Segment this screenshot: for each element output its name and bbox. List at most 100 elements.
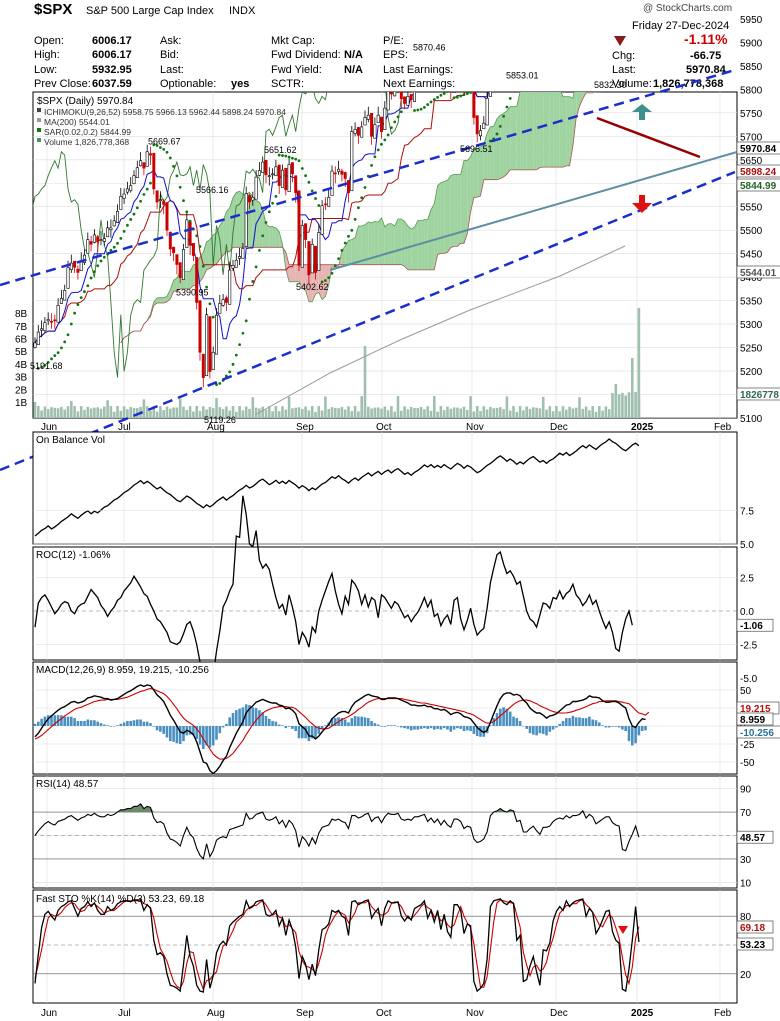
roc-tick-label: 2.5 bbox=[740, 574, 754, 585]
volume-tick-label: 8B bbox=[15, 309, 28, 320]
macd-histogram-bar bbox=[274, 721, 278, 726]
price-tick-label: 5450 bbox=[740, 250, 763, 261]
volume-bar bbox=[268, 406, 271, 418]
ichimoku-cloud-segment bbox=[642, 45, 645, 62]
ichimoku-cloud-segment bbox=[470, 148, 474, 212]
macd-histogram-bar bbox=[50, 715, 53, 726]
volume-bar bbox=[522, 410, 525, 418]
symbol[interactable]: $SPX bbox=[34, 1, 73, 18]
macd-signal-line bbox=[34, 688, 650, 760]
macd-histogram-bar bbox=[221, 726, 225, 728]
price-annotation-label: 5191.68 bbox=[30, 361, 63, 371]
sar-dot bbox=[578, 41, 581, 44]
volume-tick-label: 2B bbox=[15, 385, 28, 396]
kijun-line bbox=[34, 92, 489, 344]
macd-histogram-bar bbox=[627, 726, 631, 742]
sar-dot bbox=[307, 180, 311, 184]
volume-bar bbox=[215, 397, 218, 418]
candle-body bbox=[482, 122, 486, 130]
optionable-value: yes bbox=[231, 78, 250, 90]
candle-body bbox=[366, 114, 370, 120]
macd-histogram-bar bbox=[112, 726, 116, 727]
candle-body bbox=[313, 245, 317, 273]
sar-dot bbox=[479, 55, 482, 58]
sar-dot bbox=[568, 56, 571, 59]
ichimoku-cloud-segment bbox=[606, 35, 609, 64]
ichimoku-cloud-segment bbox=[636, 49, 639, 62]
macd-histogram-bar bbox=[370, 720, 373, 726]
ichimoku-cloud-segment bbox=[444, 180, 448, 254]
macd-histogram-bar bbox=[634, 726, 637, 744]
sar-dot bbox=[258, 248, 261, 252]
candle-body bbox=[46, 319, 50, 322]
candle-body bbox=[452, 92, 456, 93]
macd-histogram-bar bbox=[568, 718, 571, 726]
sar-dot bbox=[363, 186, 367, 189]
candle-body bbox=[304, 223, 308, 240]
ichimoku-cloud-segment bbox=[553, 92, 557, 168]
sar-dot bbox=[555, 67, 558, 70]
macd-histogram-bar bbox=[301, 726, 304, 739]
macd-histogram-bar bbox=[126, 720, 129, 726]
volume-bar bbox=[192, 411, 195, 418]
rsi-value-tag-box bbox=[736, 830, 774, 844]
candle-body bbox=[132, 175, 136, 185]
volume-bar bbox=[406, 409, 410, 418]
price-tick-label: 5200 bbox=[740, 367, 763, 378]
ichimoku-cloud-segment bbox=[649, 38, 652, 62]
ichimoku-cloud-segment bbox=[391, 223, 395, 265]
high-value: 6006.17 bbox=[92, 49, 132, 61]
macd-histogram-bar bbox=[202, 726, 205, 750]
macd-histogram-bar bbox=[373, 723, 377, 726]
ichimoku-cloud-segment bbox=[167, 289, 171, 302]
open-value: 6006.17 bbox=[92, 35, 132, 47]
copyright[interactable]: @ StockCharts.com bbox=[643, 3, 733, 14]
candle-body bbox=[488, 92, 492, 97]
sar-dot bbox=[304, 174, 307, 178]
macd-histogram-bar bbox=[83, 720, 86, 726]
sar-dot bbox=[575, 47, 578, 50]
macd-histogram-bar bbox=[452, 726, 456, 730]
ichimoku-cloud-segment bbox=[721, 7, 724, 45]
volume-bar bbox=[314, 411, 317, 418]
price-tick-label: 5950 bbox=[740, 15, 763, 26]
sar-dot bbox=[287, 155, 291, 159]
macd-histogram-bar bbox=[551, 726, 555, 730]
candle-body bbox=[267, 175, 271, 178]
macd-histogram-bar bbox=[330, 718, 334, 726]
volume-bar bbox=[73, 406, 76, 418]
sar-dot bbox=[188, 219, 192, 223]
fwd-dividend-value: N/A bbox=[344, 49, 363, 61]
candle-body bbox=[205, 314, 209, 377]
volume-bar bbox=[337, 408, 340, 418]
sar-dot bbox=[452, 96, 456, 100]
last-price-label: Last: bbox=[612, 64, 636, 76]
ichimoku-cloud-segment bbox=[361, 224, 365, 265]
sar-dot bbox=[149, 181, 152, 185]
volume-bar bbox=[188, 406, 192, 418]
candle-body bbox=[248, 195, 252, 203]
volume-bar bbox=[159, 406, 162, 418]
volume-bar bbox=[238, 406, 241, 418]
candle-body bbox=[145, 151, 149, 167]
volume-bar bbox=[396, 396, 400, 418]
candle-body bbox=[43, 322, 47, 331]
candle-body bbox=[379, 116, 383, 132]
candle-body bbox=[478, 130, 482, 137]
volume-bar bbox=[495, 407, 499, 418]
volume-bar bbox=[46, 409, 50, 418]
candle-body bbox=[628, 28, 630, 56]
volume-bar bbox=[152, 406, 156, 418]
candle-body bbox=[129, 185, 133, 192]
sar-dot bbox=[135, 206, 139, 210]
channel-lower-line bbox=[0, 170, 736, 472]
ichimoku-cloud-segment bbox=[586, 92, 590, 93]
macd-histogram-bar bbox=[304, 726, 307, 739]
macd-histogram-bar bbox=[380, 726, 383, 727]
price-annotation-label: 5651.62 bbox=[264, 145, 297, 155]
macd-histogram-bar bbox=[538, 726, 542, 734]
candle-body bbox=[460, 61, 462, 66]
volume-bar bbox=[89, 408, 93, 418]
macd-histogram-bar bbox=[284, 726, 288, 729]
macd-histogram-bar bbox=[518, 720, 522, 726]
